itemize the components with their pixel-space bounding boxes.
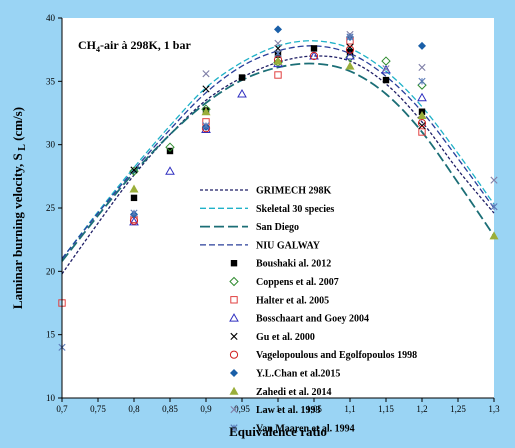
data-point-s2	[129, 166, 139, 176]
chart-annotation: CH4-air à 298K, 1 bar	[78, 38, 191, 54]
legend: GRIMECH 298K Skeletal 30 species San Diego…	[200, 186, 417, 434]
y-tick-label: 40	[46, 13, 56, 23]
x-tick-label: 0,75	[90, 404, 106, 414]
data-point-s5	[274, 44, 282, 52]
data-point-s1	[382, 76, 390, 84]
legend-label-line-2: Skeletal 30 species	[256, 204, 334, 215]
legend-label-series-1: Boushaki al. 2012	[256, 259, 331, 270]
data-point-s8	[417, 111, 427, 120]
y-tick-label: 20	[46, 266, 56, 276]
legend-marker-1	[230, 260, 238, 267]
data-point-s5	[346, 43, 354, 51]
y-tick-label: 15	[46, 330, 56, 340]
legend-label-series-2: Coppens et al. 2007	[256, 277, 339, 288]
data-point-s10	[490, 203, 498, 211]
data-point-s6	[417, 119, 427, 128]
data-point-s6	[309, 51, 319, 61]
legend-marker-7	[230, 369, 238, 377]
data-point-s10	[346, 33, 354, 41]
y-axis-title: Laminar burning velocity, S L (cm/s)	[10, 107, 28, 309]
x-tick-label: 1,3	[488, 404, 500, 414]
x-tick-label: 1	[276, 404, 281, 414]
data-point-s9	[382, 65, 390, 73]
data-point-s10	[130, 209, 138, 217]
data-point-s4	[309, 50, 319, 60]
data-point-s4	[201, 124, 211, 133]
data-point-s8	[129, 184, 139, 193]
legend-label-line-4: NIU GALWAY	[256, 240, 321, 251]
legend-label-line-1: GRIMECH 298K	[256, 186, 332, 197]
legend-marker-4	[229, 313, 239, 322]
data-point-s4	[165, 166, 175, 175]
x-axis-title: Equivalence ratio	[229, 424, 327, 439]
x-tick-label: 0,95	[234, 404, 250, 414]
data-point-s10	[274, 49, 282, 58]
data-point-s5	[130, 166, 138, 174]
legend-marker-10	[230, 424, 238, 432]
legend-label-series-7: Y.L.Chan et al.2015	[256, 369, 340, 380]
data-point-s5	[202, 85, 210, 93]
data-point-s5	[418, 122, 426, 130]
data-point-s9	[202, 70, 210, 78]
data-point-s7	[418, 41, 426, 50]
x-tick-label: 0,8	[128, 404, 140, 414]
legend-label-series-4: Bosschaart and Goey 2004	[256, 314, 369, 325]
legend-marker-9	[230, 406, 238, 414]
data-point-s10	[202, 122, 210, 130]
legend-marker-6	[229, 350, 239, 359]
data-point-s1	[310, 45, 318, 52]
data-point-s3	[418, 128, 426, 136]
legend-label-series-5: Gu et al. 2000	[256, 332, 315, 343]
legend-label-series-9: Law et al. 1993	[256, 405, 320, 416]
data-point-s4	[129, 216, 139, 226]
legend-label-series-10: Van Maaren et al. 1994	[256, 423, 355, 434]
legend-label-series-8: Zahedi et al. 2014	[256, 387, 332, 398]
data-point-s1	[238, 74, 246, 81]
data-point-s9	[274, 39, 282, 47]
data-point-s8	[489, 231, 499, 240]
data-point-s6	[345, 45, 355, 54]
legend-marker-8	[229, 386, 239, 395]
data-point-s7	[274, 25, 282, 34]
legend-label-series-6: Vagelopoulous and Egolfopoulos 1998	[256, 350, 417, 361]
x-tick-label: 0,85	[162, 404, 178, 414]
data-point-s8	[201, 107, 211, 116]
y-tick-label: 30	[46, 140, 56, 150]
series-line-2	[61, 40, 495, 260]
y-tick-label: 35	[46, 76, 56, 86]
experimental-points	[58, 25, 499, 351]
x-tick-label: 1,1	[344, 404, 355, 414]
data-point-s4	[417, 92, 427, 102]
axes: 0,7 0,75 0,8 0,85 0,9 0,95 1 1,05 1,1 1,15 1,2 1,25…	[46, 13, 500, 414]
x-tick-label: 1,05	[306, 404, 322, 414]
data-point-s10	[418, 77, 426, 85]
legend-marker-5	[230, 332, 238, 340]
data-point-s8	[273, 56, 283, 65]
data-point-s2	[165, 142, 175, 152]
data-point-s9	[418, 63, 426, 71]
series-line-3	[61, 62, 495, 262]
data-point-s9	[490, 176, 498, 184]
y-tick-label: 25	[46, 203, 56, 213]
y-tick-label: 10	[46, 393, 56, 403]
x-tick-label: 1,2	[416, 404, 427, 414]
data-point-s8	[345, 61, 355, 70]
legend-label-line-3: San Diego	[256, 222, 299, 233]
legend-label-series-3: Halter et al. 2005	[256, 295, 329, 306]
data-point-s4	[345, 50, 355, 60]
x-tick-label: 1,25	[450, 404, 466, 414]
legend-marker-3	[230, 296, 238, 304]
x-tick-label: 0,7	[56, 404, 68, 414]
data-point-s4	[237, 88, 247, 98]
data-point-s1	[130, 194, 138, 202]
data-point-s4	[381, 64, 391, 74]
x-tick-label: 0,9	[200, 404, 212, 414]
data-point-s3	[274, 71, 282, 79]
x-tick-label: 1,15	[378, 404, 394, 414]
legend-marker-2	[229, 276, 239, 287]
